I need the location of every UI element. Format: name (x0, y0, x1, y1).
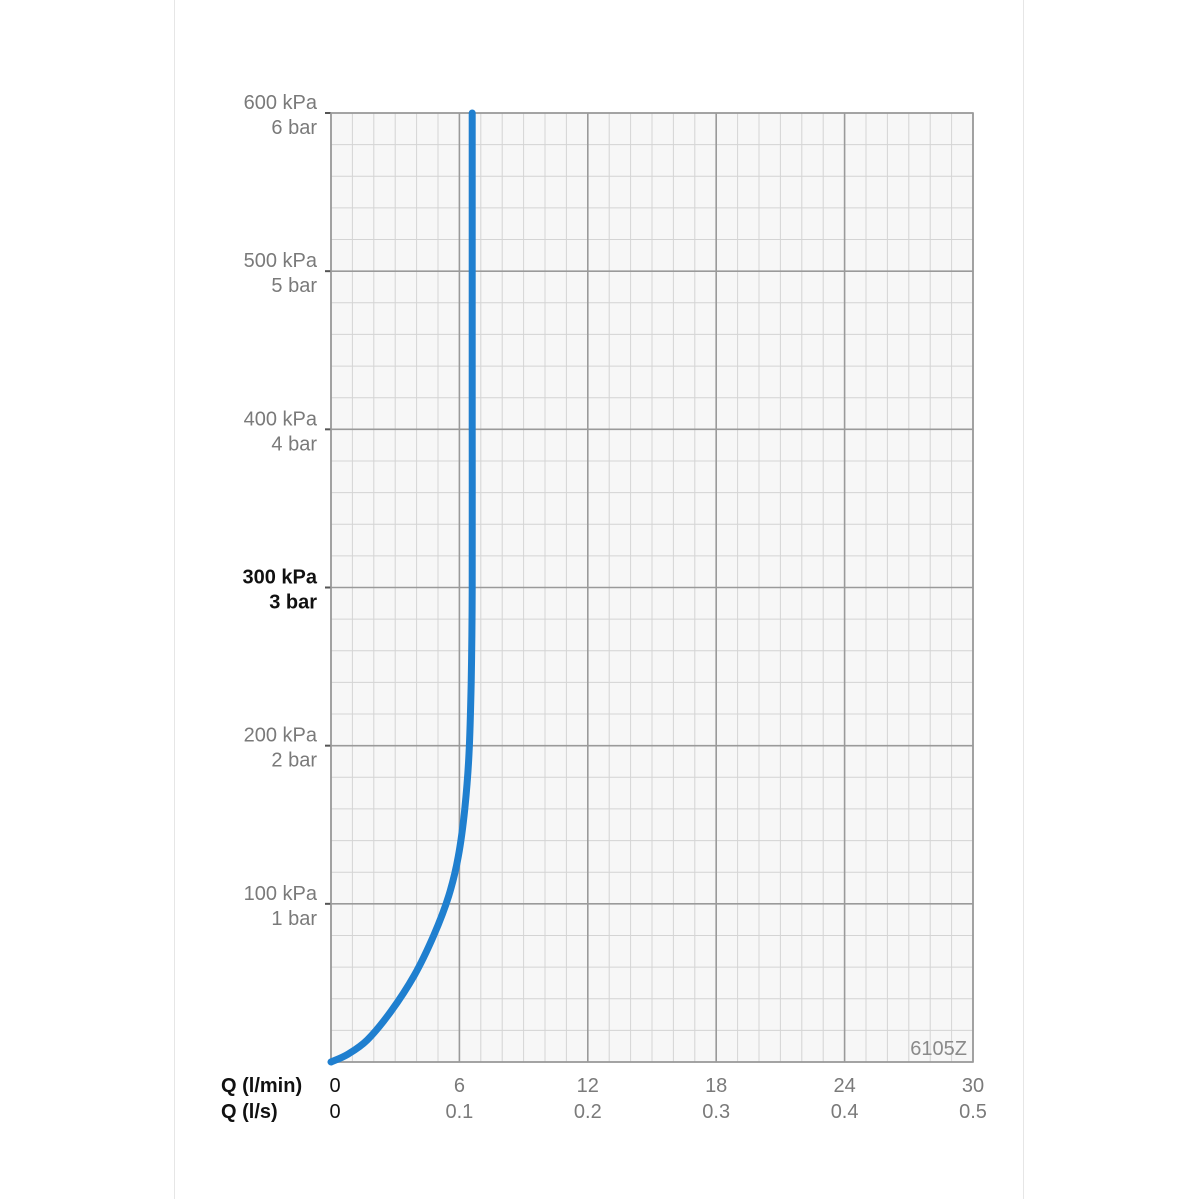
x-tick-label-ls: 0.5 (959, 1101, 987, 1123)
y-tick-label-bar: 4 bar (271, 433, 317, 455)
y-axis-labels: 600 kPa 6 bar 500 kPa 5 bar 400 kPa 4 bar 300 … (242, 92, 317, 930)
x-axis-labels: 0 0 6 0.1 12 0.2 18 0.3 24 0.4 30 0.5 (329, 1075, 986, 1123)
y-tick-label-kpa: 400 kPa (244, 408, 318, 430)
x-tick-label-ls: 0.3 (702, 1101, 730, 1123)
y-tick-label-bar: 5 bar (271, 275, 317, 297)
y-tick-label-bar: 2 bar (271, 750, 317, 772)
x-tick-label-lmin: 0 (329, 1075, 340, 1097)
y-tick-label-bar: 3 bar (269, 592, 317, 614)
y-tick-label-kpa: 600 kPa (244, 92, 318, 114)
chart-sheet: 600 kPa 6 bar 500 kPa 5 bar 400 kPa 4 bar 300 … (174, 0, 1024, 1199)
x-tick-label-lmin: 6 (454, 1075, 465, 1097)
y-tick-label-kpa: 100 kPa (244, 883, 318, 905)
y-tick-label-kpa: 500 kPa (244, 250, 318, 272)
pressure-flow-chart: 600 kPa 6 bar 500 kPa 5 bar 400 kPa 4 bar 300 … (221, 92, 987, 1123)
x-tick-label-lmin: 30 (962, 1075, 984, 1097)
x-axis-title-lmin: Q (l/min) (221, 1075, 302, 1097)
x-axis-title-ls: Q (l/s) (221, 1101, 278, 1123)
x-tick-label-ls: 0.4 (831, 1101, 859, 1123)
y-tick-label-kpa: 300 kPa (242, 567, 317, 589)
x-tick-label-lmin: 12 (577, 1075, 599, 1097)
y-tick-label-bar: 6 bar (271, 117, 317, 139)
y-tick-label-kpa: 200 kPa (244, 725, 318, 747)
y-tick-label-bar: 1 bar (271, 908, 317, 930)
product-code-label: 6105Z (910, 1038, 967, 1060)
x-tick-label-lmin: 18 (705, 1075, 727, 1097)
x-tick-label-ls: 0 (329, 1101, 340, 1123)
x-tick-label-ls: 0.1 (445, 1101, 473, 1123)
plot-frame (330, 112, 974, 1063)
x-tick-label-lmin: 24 (833, 1075, 855, 1097)
x-tick-label-ls: 0.2 (574, 1101, 602, 1123)
series-line (327, 109, 476, 1066)
